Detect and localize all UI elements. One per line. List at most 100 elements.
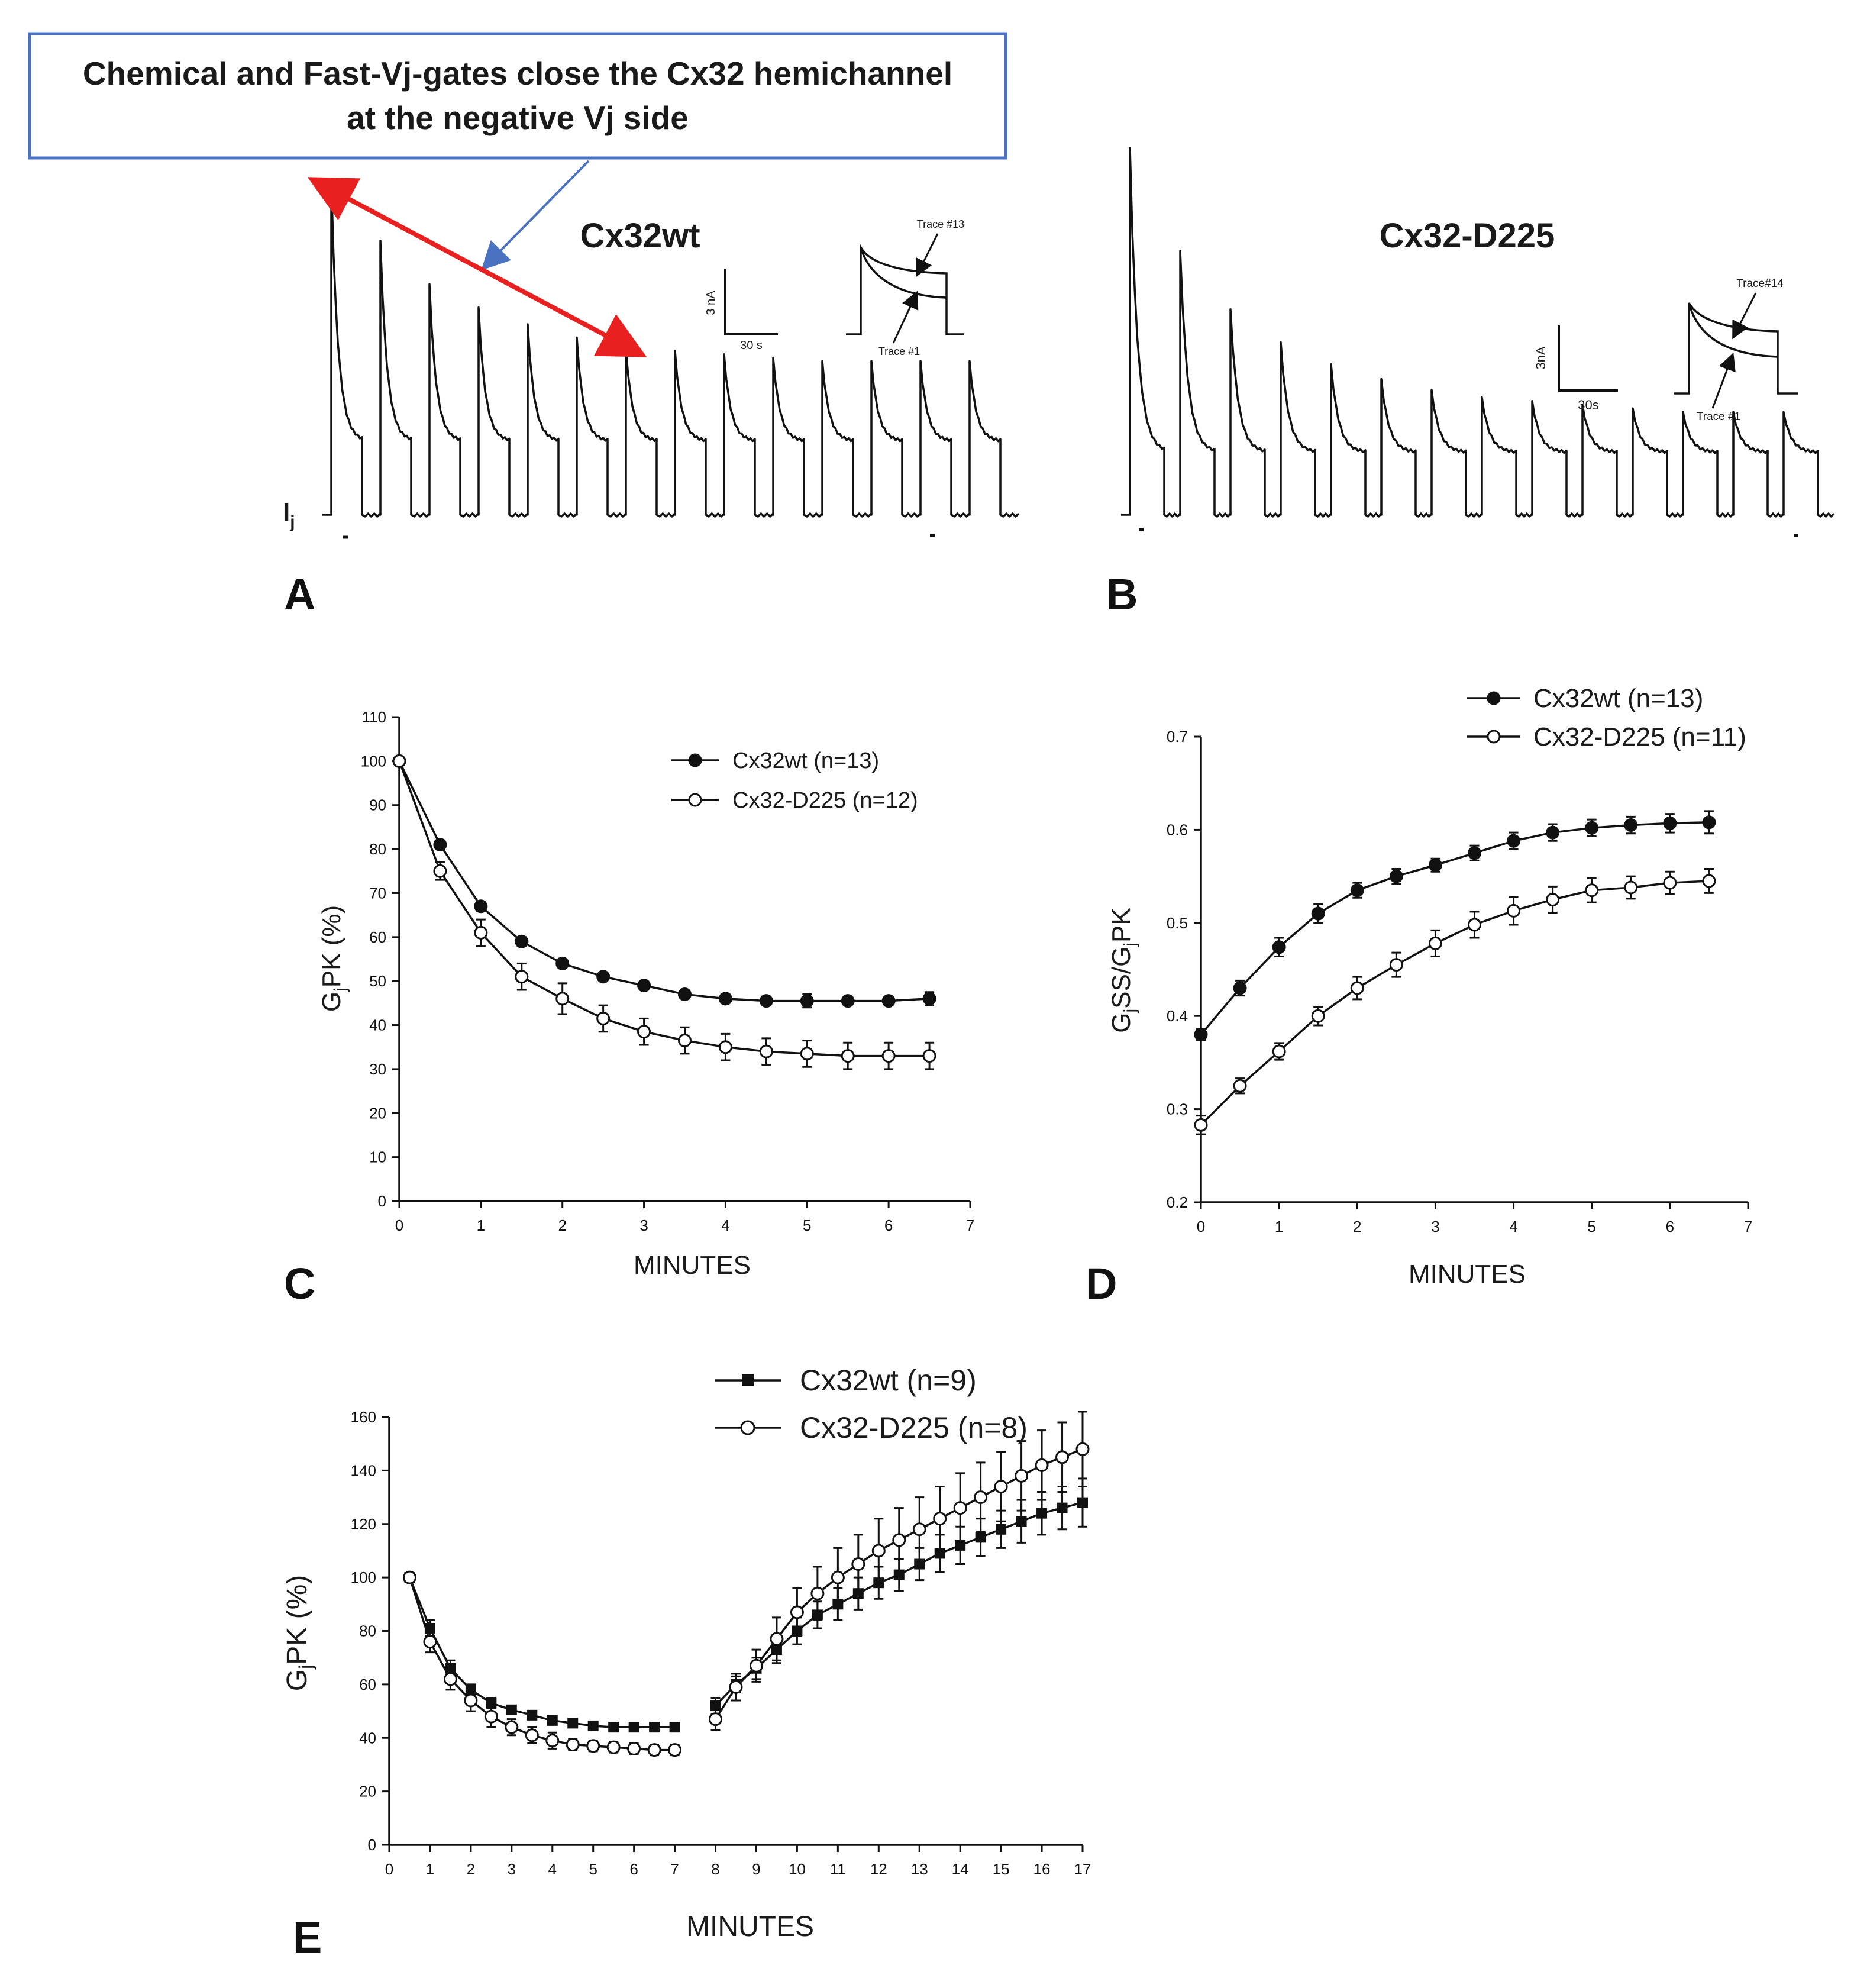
panel-d-ylabel: GjSS/GjPK	[1107, 908, 1140, 1032]
panel-e-xtick-label: 14	[952, 1860, 969, 1878]
panel-c-wt-point	[596, 970, 611, 984]
panel-c-wt-point	[637, 979, 651, 993]
panel-e-xtick-label: 9	[752, 1860, 760, 1878]
panel-d-legend-wt: Cx32wt (n=13)	[1533, 684, 1703, 713]
panel-d-d225-point	[1389, 958, 1403, 972]
panel-c-wt-point	[718, 992, 732, 1006]
panel-d-xtick-label: 2	[1353, 1218, 1361, 1235]
callout-box: Chemical and Fast-Vj-gates close the Cx3…	[28, 32, 1007, 160]
panel-d-legend-d225: Cx32-D225 (n=11)	[1533, 722, 1746, 751]
panel-d-legend-marker-wt	[1487, 691, 1501, 705]
panel-d-xtick-label: 1	[1275, 1218, 1283, 1235]
panel-c-letter: C	[284, 1259, 315, 1308]
panel-e-wt-point	[1016, 1516, 1027, 1527]
panel-e-wt-point	[649, 1722, 660, 1733]
panel-e-legend: Cx32wt (n=9) Cx32-D225 (n=8)	[715, 1364, 1028, 1444]
panel-e-wt-point	[587, 1720, 599, 1731]
panel-a-inset-label-bottom: Trace #1	[878, 346, 920, 357]
panel-e-ytick-label: 0	[368, 1836, 376, 1854]
panel-e-d225-point	[709, 1712, 723, 1726]
panel-c-xtick-label: 6	[884, 1216, 893, 1234]
panel-e-ytick-label: 140	[351, 1461, 376, 1479]
panel-e-d225-point	[831, 1570, 845, 1584]
panel-c-d225-point	[392, 754, 406, 768]
panel-e-ytick-label: 60	[359, 1676, 376, 1693]
panel-c-d225-point	[678, 1034, 692, 1048]
panel-e-xtick-label: 2	[467, 1860, 475, 1878]
panel-d-wt-point	[1585, 821, 1599, 835]
panel-d-xtick-label: 4	[1509, 1218, 1517, 1235]
panel-c-ytick-label: 60	[369, 928, 386, 946]
panel-d-xtick-label: 7	[1744, 1218, 1752, 1235]
panel-c-d225-point	[637, 1025, 651, 1039]
panel-c-ylabel: GjPK (%)	[317, 905, 350, 1012]
panel-d-wt-point	[1624, 818, 1638, 832]
panel-e-d225-point	[505, 1720, 519, 1734]
panel-b-inset-label-top: Trace#14	[1736, 277, 1784, 290]
panel-e-xtick-label: 4	[548, 1860, 557, 1878]
panel-e-xtick-label: 0	[385, 1860, 393, 1878]
panel-d-d225-point	[1350, 981, 1364, 995]
panel-d-ytick-label: 0.2	[1167, 1193, 1188, 1211]
panel-c-wt-point	[678, 987, 692, 1001]
panel-e-xtick-label: 3	[508, 1860, 516, 1878]
panel-e-d225-point	[953, 1501, 967, 1515]
panel-d-ytick-label: 0.6	[1167, 821, 1188, 838]
panel-c-wt-point	[800, 994, 814, 1008]
panel-e-wt-point	[506, 1704, 517, 1715]
panel-c-wt-point	[841, 994, 855, 1008]
panel-d-wt-point	[1350, 883, 1364, 898]
panel-b-current-trace	[1121, 147, 1835, 518]
panel-c-d225-point	[515, 970, 529, 984]
panel-c-legend-d225: Cx32-D225 (n=12)	[732, 788, 918, 813]
panel-e-xtick-label: 11	[830, 1860, 846, 1878]
panel-e-xtick-label: 12	[870, 1860, 887, 1878]
panel-e-legend-marker-d225	[740, 1420, 755, 1435]
panel-c-ytick-label: 100	[361, 752, 386, 770]
panel-d-d225-point	[1272, 1044, 1286, 1058]
panel-b-scale-bar: 3nA 30s	[1533, 325, 1618, 412]
panel-c-legend-marker-wt	[688, 753, 702, 767]
panel-e-d225-point	[871, 1544, 886, 1558]
panel-a-scale-y: 3 nA	[705, 291, 718, 315]
panel-e-d225-point	[912, 1522, 926, 1537]
panel-e-wt-point	[1057, 1502, 1068, 1513]
panel-c-legend-wt: Cx32wt (n=13)	[732, 748, 879, 773]
panel-e-d225-point	[627, 1741, 641, 1755]
panel-d-ytick-label: 0.7	[1167, 728, 1188, 746]
panel-c-chart: 0 10 20 30 40 50 60 70 80 90 100 110 0 1 2 3 4 5 6 7 MINUTE…	[284, 708, 974, 1308]
panel-e-legend-marker-wt	[742, 1374, 754, 1386]
panel-e-xtick-label: 17	[1074, 1860, 1091, 1878]
panel-e-xtick-label: 15	[993, 1860, 1010, 1878]
callout-pointer-arrow	[481, 160, 590, 271]
panel-d-xtick-label: 0	[1197, 1218, 1205, 1235]
panel-e-wt-point	[669, 1722, 680, 1733]
panel-d-d225-point	[1194, 1118, 1208, 1132]
panel-c-d225-point	[433, 864, 447, 878]
panel-e-d225-point	[729, 1680, 743, 1694]
panel-e-wt-point	[996, 1524, 1007, 1535]
panel-d-ytick-label: 0.3	[1167, 1100, 1188, 1118]
panel-e-xtick-label: 1	[426, 1860, 434, 1878]
panel-c-xtick-label: 4	[721, 1216, 729, 1234]
panel-d-chart: 0.2 0.3 0.4 0.5 0.6 0.7 0 1 2 3 4 5 6 7 MINUTES GjSS/…	[1086, 684, 1752, 1308]
panel-e-wt-point	[567, 1718, 579, 1729]
panel-c-xtick-label: 3	[639, 1216, 648, 1234]
panel-e-d225-point	[525, 1728, 539, 1742]
panel-d-d225-point	[1311, 1009, 1325, 1023]
panel-e-d225-point	[790, 1605, 804, 1619]
panel-a: Cx32wt Ij 3 nA 30 s Trace #13 Trace #1 A	[283, 177, 1020, 619]
panel-d-wt-point	[1663, 816, 1677, 830]
panel-a-current-trace	[322, 179, 1020, 518]
panel-e-wt-point	[975, 1532, 986, 1543]
panel-c-d225-point	[800, 1047, 814, 1061]
panel-e-legend-d225: Cx32-D225 (n=8)	[800, 1411, 1028, 1444]
panel-d-d225-point	[1546, 892, 1560, 906]
panel-b-title: Cx32-D225	[1380, 217, 1555, 255]
panel-e-d225-point	[1055, 1450, 1070, 1464]
panel-e-d225-point	[770, 1632, 784, 1646]
panel-e-xtick-label: 5	[589, 1860, 597, 1878]
panel-e-xtick-label: 10	[789, 1860, 806, 1878]
panel-e-ytick-label: 160	[351, 1408, 376, 1426]
